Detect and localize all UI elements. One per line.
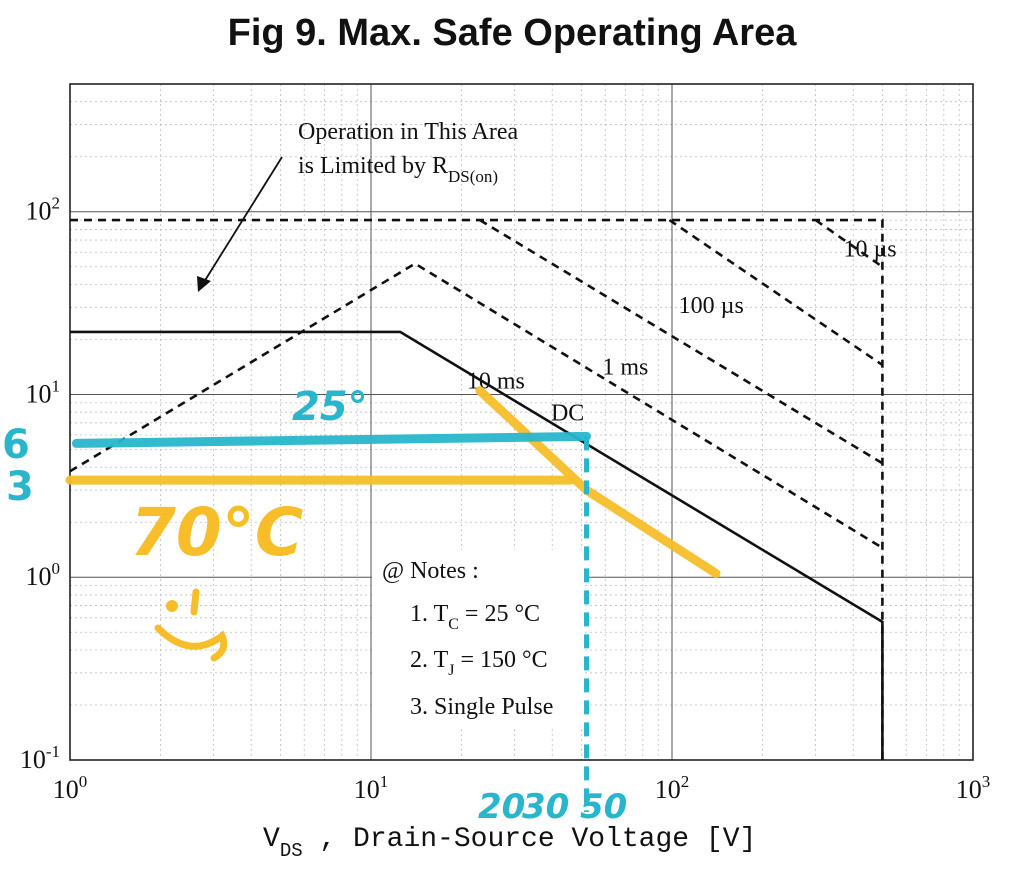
notes-title: @ Notes : xyxy=(382,558,479,584)
series-line-100-s xyxy=(668,219,884,367)
hand-bottom-label: 30 xyxy=(522,787,569,827)
x-tick-label: 100 xyxy=(53,772,88,804)
hand-bottom-label: 50 xyxy=(580,787,627,827)
note-2: 2. TJ = 150 °C xyxy=(410,647,548,679)
cyan-25c-line xyxy=(71,431,592,448)
x-tick-label: 103 xyxy=(956,772,991,804)
y-tick-label: 10-1 xyxy=(20,742,60,774)
series-label: 10 µs xyxy=(843,236,896,262)
note-3: 3. Single Pulse xyxy=(410,694,553,720)
minor-grid xyxy=(70,83,973,760)
hand-smiley-doodle xyxy=(154,588,228,662)
note-1: 1. TC = 25 °C xyxy=(410,601,540,633)
rds-annotation-line2: is Limited by RDS(on) xyxy=(298,153,498,186)
rds-subscript: DS(on) xyxy=(448,167,498,186)
notes-box: @ Notes : 1. TC = 25 °C 2. TJ = 150 °C 3… xyxy=(372,550,584,728)
rds-annotation-line1: Operation in This Area xyxy=(298,119,519,145)
series-label: 100 µs xyxy=(679,293,744,319)
y-tick-label: 101 xyxy=(26,376,61,408)
x-tick-label: 102 xyxy=(655,772,690,804)
series-layer xyxy=(69,218,884,760)
series-line-limit-envelope xyxy=(70,218,884,760)
x-tick-labels: 100 101 102 103 xyxy=(53,772,991,804)
hand-left-3: 3 xyxy=(6,464,34,510)
y-tick-labels: 10-1 100 101 102 xyxy=(20,194,60,774)
hand-label-25: 25° xyxy=(292,384,368,430)
series-label: 1 ms xyxy=(602,354,648,380)
series-label: DC xyxy=(551,401,584,427)
x-axis-label: VDS , Drain-Source Voltage [V] xyxy=(263,824,756,862)
hand-label-70c: 70°C xyxy=(130,494,303,571)
plot-frame xyxy=(69,83,974,761)
chart-title: Fig 9. Max. Safe Operating Area xyxy=(227,12,797,54)
y-tick-label: 102 xyxy=(26,194,61,226)
rds-annotation: Operation in This Area is Limited by RDS… xyxy=(298,119,519,186)
hand-left-6: 6 xyxy=(2,422,30,468)
rds-arrow xyxy=(197,156,283,292)
x-tick-label: 101 xyxy=(354,772,389,804)
hand-bottom-label: 20 xyxy=(478,787,525,827)
y-tick-label: 100 xyxy=(26,559,61,591)
series-line-dc xyxy=(70,330,884,760)
